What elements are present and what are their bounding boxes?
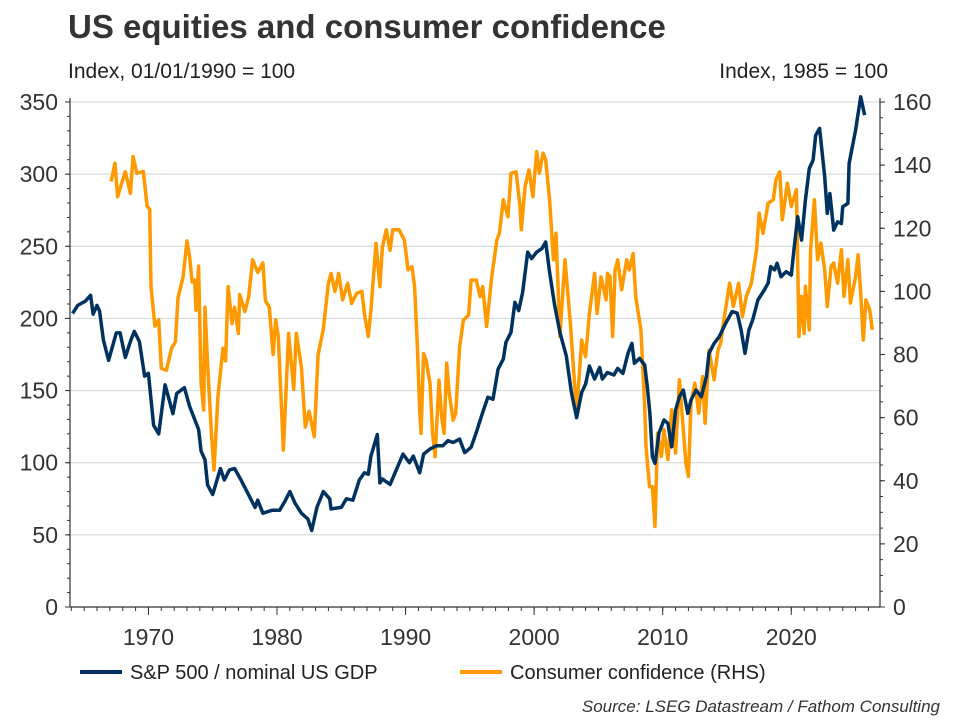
y-left-tick-label: 0 <box>45 594 58 620</box>
x-tick-label: 1980 <box>251 624 302 650</box>
y-right-tick-label: 160 <box>893 89 931 115</box>
series-line-sp500-gdp <box>71 95 867 533</box>
x-tick-label: 1970 <box>123 624 174 650</box>
y-right-tick-label: 60 <box>893 405 919 431</box>
axes <box>65 98 885 615</box>
x-tick-label: 1990 <box>380 624 431 650</box>
y-right-tick-label: 100 <box>893 278 931 304</box>
y-right-tick-label: 0 <box>893 594 906 620</box>
y-right-tick-label: 80 <box>893 342 919 368</box>
tick-labels: 0 50 100 150 200 250 300 350 0 20 40 60 80 100 120 140 1… <box>20 89 932 650</box>
y-left-tick-label: 350 <box>20 89 58 115</box>
y-right-tick-label: 40 <box>893 468 919 494</box>
source-note: Source: LSEG Datastream / Fathom Consult… <box>582 697 941 716</box>
y-left-tick-label: 250 <box>20 233 58 259</box>
y-left-tick-label: 150 <box>20 378 58 404</box>
y-left-tick-label: 50 <box>32 522 58 548</box>
y-left-tick-label: 100 <box>20 450 58 476</box>
gridlines <box>70 101 880 536</box>
x-tick-label: 2000 <box>509 624 560 650</box>
y-left-tick-label: 300 <box>20 161 58 187</box>
legend-label-confidence: Consumer confidence (RHS) <box>510 662 766 684</box>
chart-title: US equities and consumer confidence <box>68 8 666 45</box>
y-right-tick-label: 140 <box>893 152 931 178</box>
series-line-consumer-confidence <box>109 149 875 529</box>
right-axis-label: Index, 1985 = 100 <box>719 60 888 83</box>
y-right-tick-label: 20 <box>893 531 919 557</box>
left-axis-label: Index, 01/01/1990 = 100 <box>68 60 295 83</box>
y-right-tick-label: 120 <box>893 215 931 241</box>
x-tick-label: 2020 <box>766 624 817 650</box>
legend-label-sp500: S&P 500 / nominal US GDP <box>130 662 378 684</box>
x-tick-label: 2010 <box>637 624 688 650</box>
y-left-tick-label: 200 <box>20 305 58 331</box>
series-lines <box>71 95 875 533</box>
legend: S&P 500 / nominal US GDP Consumer confid… <box>80 662 766 684</box>
